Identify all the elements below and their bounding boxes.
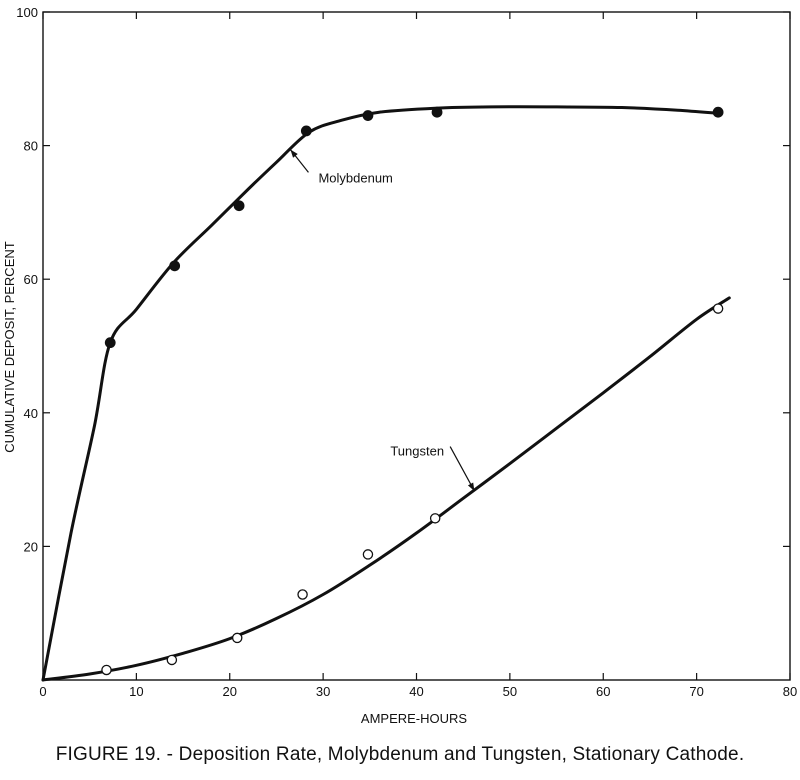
annotation-arrowhead [290,149,298,158]
molybdenum-data-point [300,125,312,137]
annotation-arrowhead [467,482,475,491]
x-tick-label: 60 [596,684,610,699]
figure-caption: FIGURE 19. - Deposition Rate, Molybdenum… [55,744,745,765]
series-curves [41,105,731,682]
tungsten-data-point [297,589,308,600]
annotations: Molybdenum Tungsten [289,149,475,492]
x-axis-label: AMPERE-HOURS [361,711,468,726]
plot-frame [42,11,791,681]
x-tick-label: 70 [689,684,703,699]
tungsten-data-point [362,549,374,560]
molybdenum-data-point [233,200,245,212]
x-tick-label: 0 [39,684,46,699]
y-tick-label: 80 [24,139,38,154]
y-tick-label: 40 [24,406,38,421]
x-tick-label: 20 [223,684,237,699]
y-tick-label: 60 [24,272,38,287]
x-tick-label: 10 [129,684,143,699]
tungsten-data-point [429,513,441,524]
annotation-label-molybdenum: Molybdenum [318,170,392,185]
tungsten-data-point [231,632,243,644]
x-tick-label: 30 [316,684,330,699]
plot-area-border [42,11,791,681]
x-tick-label: 40 [409,684,423,699]
molybdenum-data-point [431,106,443,118]
y-axis-label: CUMULATIVE DEPOSIT, PERCENT [2,241,17,452]
molybdenum-curve [41,105,722,682]
x-axis: 0 10 20 30 40 50 60 70 80 [39,12,797,699]
tungsten-data-point [166,654,178,666]
y-axis: 20 40 60 80 100 [16,5,790,554]
tungsten-data-point [712,303,724,314]
series-points [101,106,724,676]
molybdenum-data-point [169,260,181,272]
annotation-leader-line [449,446,475,492]
annotation-label-tungsten: Tungsten [390,444,444,459]
y-tick-label: 100 [16,5,38,20]
molybdenum-data-point [104,337,116,349]
x-tick-label: 80 [783,684,797,699]
y-tick-label: 20 [24,539,38,554]
molybdenum-data-point [712,106,724,118]
tungsten-curve [41,296,731,682]
x-tick-label: 50 [503,684,517,699]
molybdenum-data-point [362,110,374,121]
tungsten-data-point [101,664,112,676]
